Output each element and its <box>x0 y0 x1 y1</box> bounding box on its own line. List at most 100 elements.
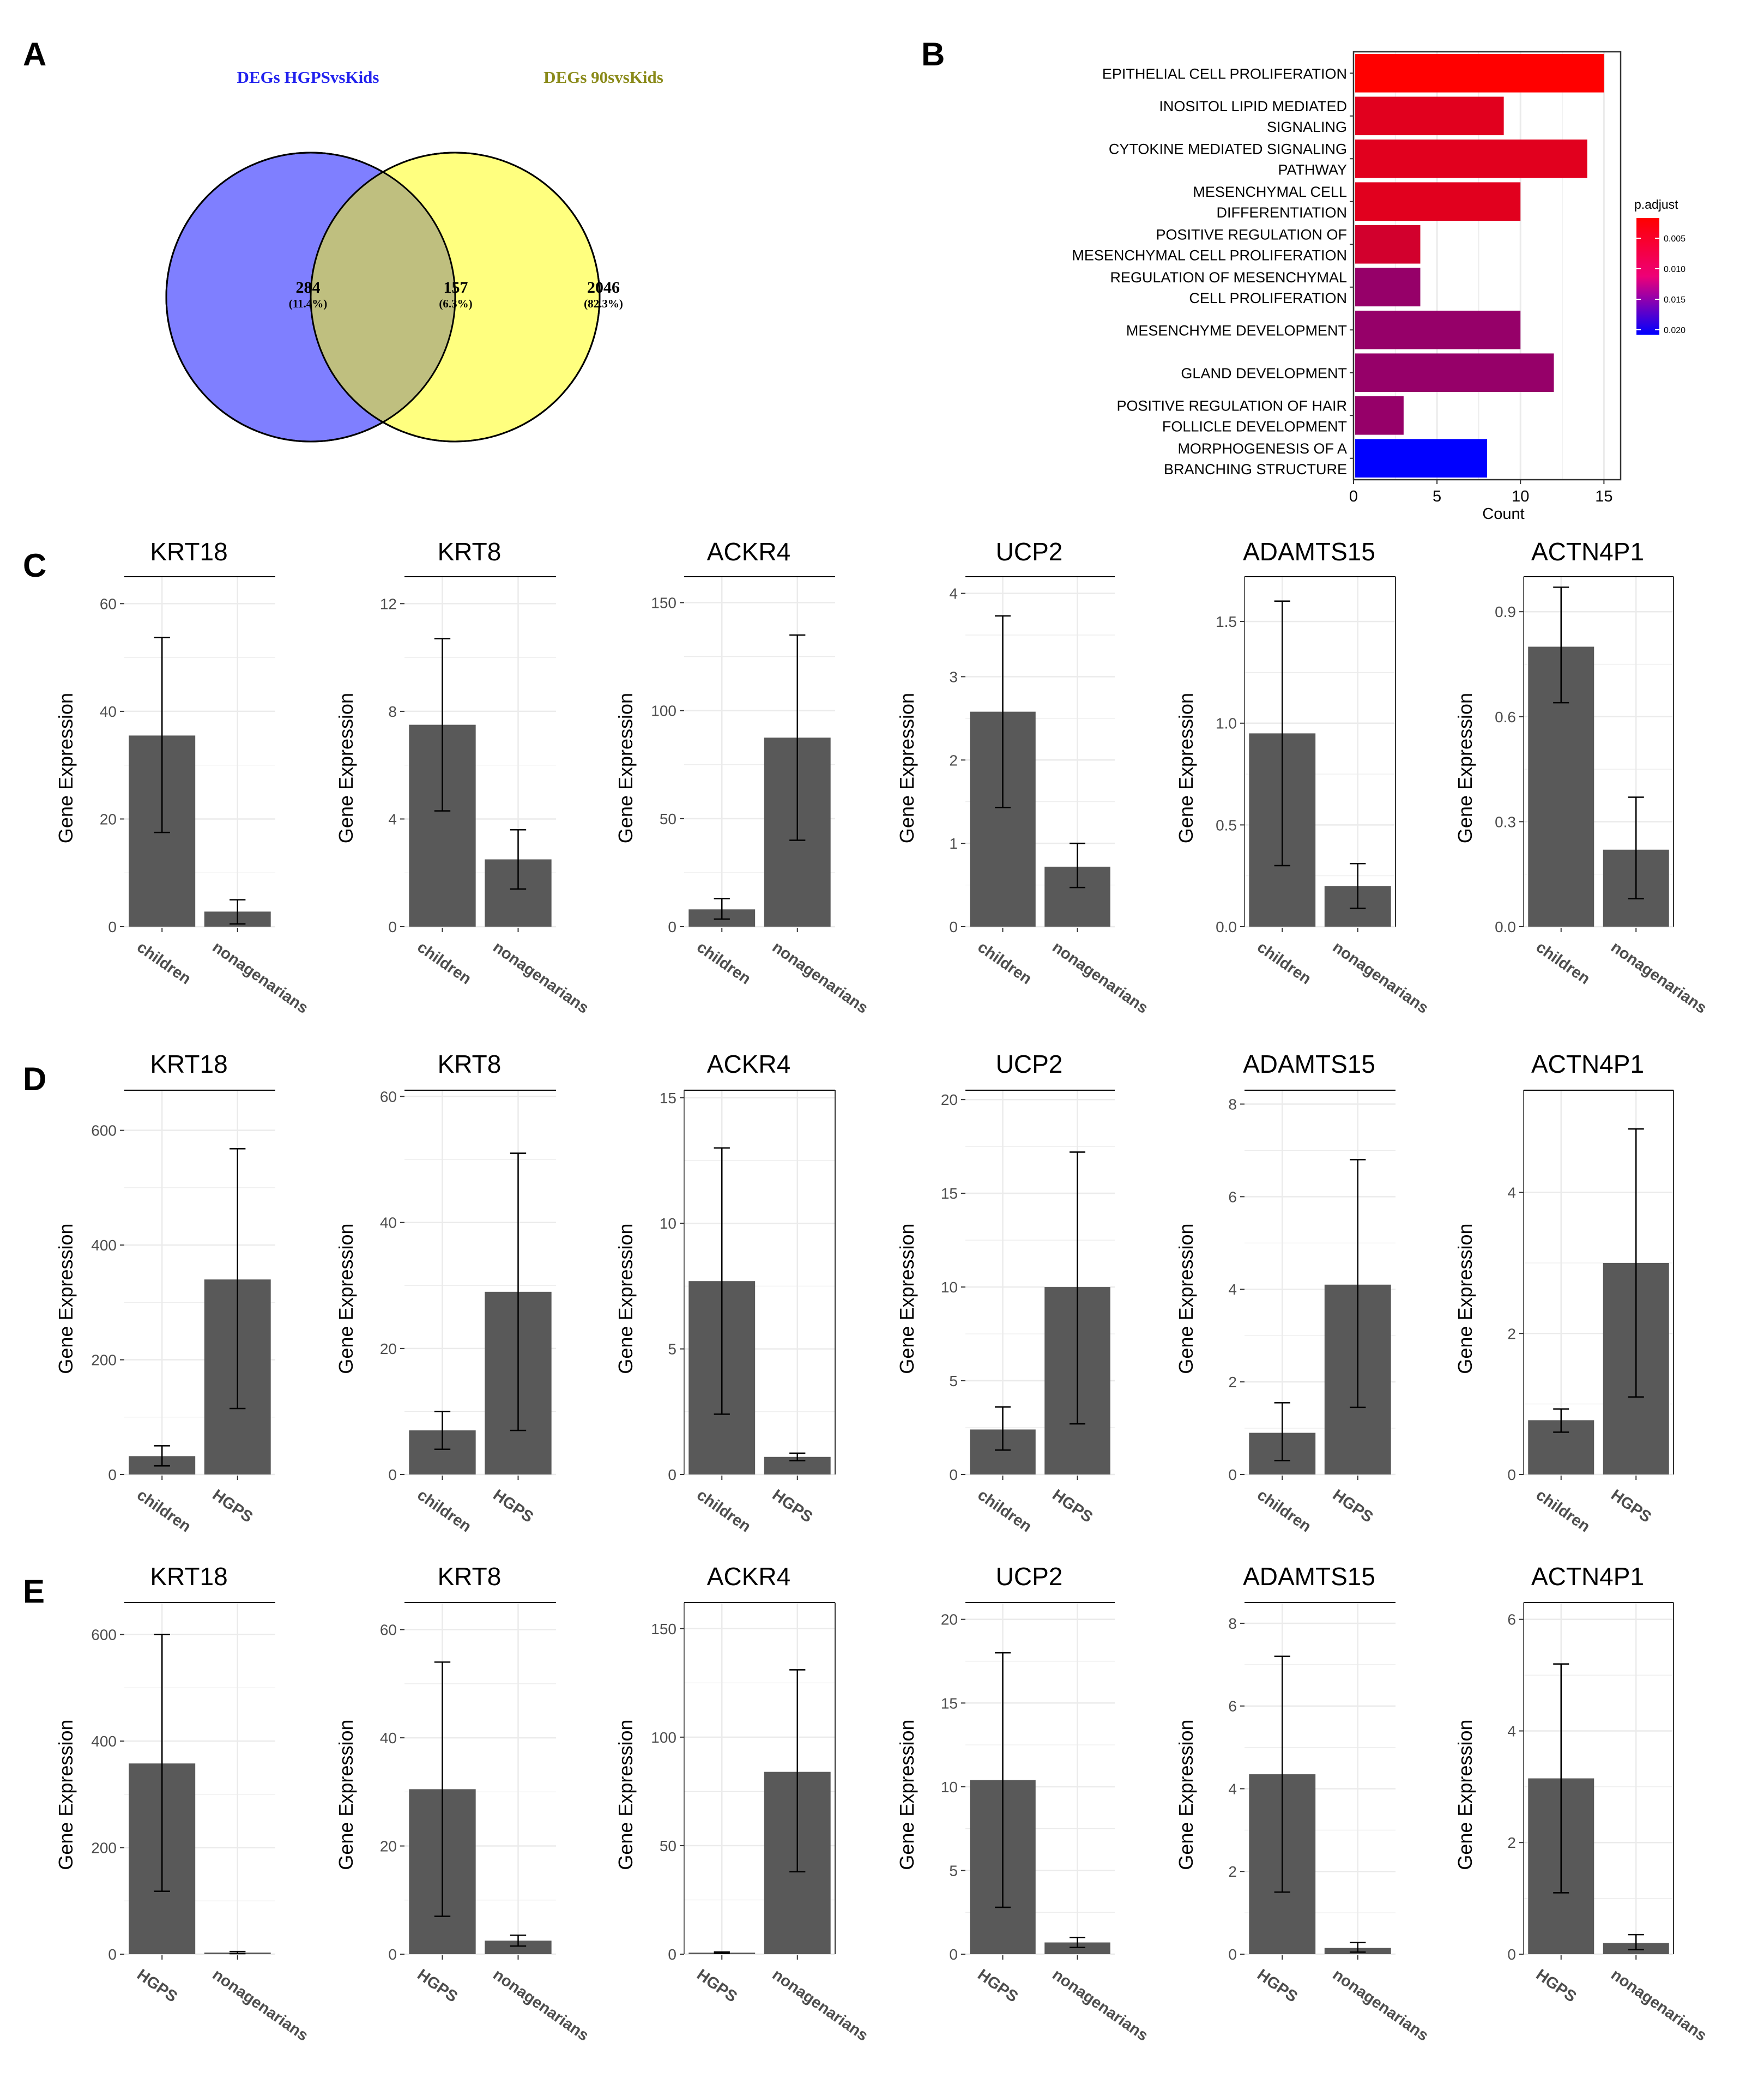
legend-tick-label: 0.005 <box>1664 234 1686 244</box>
y-tick-label: 0 <box>949 1466 958 1483</box>
y-axis-title: Gene Expression <box>1454 1223 1476 1374</box>
x-category-label: children <box>134 939 194 988</box>
x-category-label: children <box>1254 939 1314 988</box>
y-tick-label: 2 <box>949 752 958 769</box>
y-tick-label: 200 <box>91 1840 117 1857</box>
expression-chart-ackr4: ACKR4 children nonagenarians 0 50 100 150 Gene … <box>614 537 871 1017</box>
go-bar <box>1355 182 1521 221</box>
legend-title: p.adjust <box>1634 197 1678 211</box>
y-tick-label: 2 <box>1228 1863 1237 1880</box>
chart-title: ACTN4P1 <box>1531 537 1644 566</box>
x-category-label: nonagenarians <box>1049 939 1151 1018</box>
go-bar <box>1355 268 1421 307</box>
x-category-label: children <box>1533 1486 1593 1536</box>
go-category-label: INOSITOL LIPID MEDIATED <box>1159 98 1347 114</box>
x-category-label: nonagenarians <box>490 939 591 1018</box>
y-tick-label: 5 <box>949 1862 958 1879</box>
y-tick-label: 200 <box>91 1352 117 1369</box>
venn-right-count: 2046 <box>587 279 620 297</box>
expression-chart-krt18: KRT18 children HGPS 0 200 400 600 Gene Expressi… <box>55 1050 275 1536</box>
x-category-label: children <box>1254 1486 1314 1536</box>
panel-label-a: A <box>23 36 46 72</box>
y-tick-label: 0 <box>108 1946 117 1963</box>
y-tick-label: 4 <box>1228 1780 1237 1797</box>
go-category-label: CYTOKINE MEDIATED SIGNALING <box>1109 141 1347 157</box>
chart-title: UCP2 <box>996 1562 1063 1591</box>
panel-label-b: B <box>921 36 945 72</box>
y-tick-label: 0.0 <box>1216 918 1237 935</box>
y-axis-title: Gene Expression <box>335 1719 357 1870</box>
x-category-label: children <box>414 1486 474 1536</box>
y-tick-label: 50 <box>660 1838 676 1854</box>
go-category-label: PATHWAY <box>1278 161 1348 178</box>
y-tick-label: 0 <box>108 1466 117 1483</box>
y-tick-label: 60 <box>100 595 117 612</box>
y-tick-label: 40 <box>380 1730 397 1746</box>
go-category-label: MESENCHYME DEVELOPMENT <box>1126 322 1347 339</box>
chart-title: KRT18 <box>150 537 227 566</box>
x-category-label: HGPS <box>209 1486 256 1526</box>
y-tick-label: 0 <box>388 1466 397 1483</box>
go-category-label: CELL PROLIFERATION <box>1189 290 1347 306</box>
go-category-label: POSITIVE REGULATION OF HAIR <box>1116 397 1347 414</box>
y-tick-label: 2 <box>1507 1325 1516 1342</box>
go-bar <box>1355 310 1521 349</box>
x-category-label: nonagenarians <box>1330 1966 1431 2045</box>
venn-left-pct: (11.4%) <box>289 297 328 310</box>
y-tick-label: 4 <box>388 811 397 827</box>
expression-chart-ucp2: UCP2 children HGPS 0 5 10 15 20 Gene Expression <box>896 1050 1115 1536</box>
y-tick-label: 0 <box>668 1466 676 1483</box>
y-tick-label: 20 <box>380 1838 397 1855</box>
go-bar <box>1355 225 1421 264</box>
y-tick-label: 4 <box>1507 1723 1516 1739</box>
panel-label-d: D <box>23 1061 46 1097</box>
go-category-label: MORPHOGENESIS OF A <box>1177 440 1347 457</box>
go-category-label: DIFFERENTIATION <box>1217 204 1348 221</box>
expression-chart-krt8: KRT8 children HGPS 0 20 40 60 Gene Expression <box>335 1050 556 1536</box>
expression-chart-krt8: KRT8 children nonagenarians 0 4 8 12 Gene Expre… <box>335 537 592 1017</box>
go-bar <box>1355 396 1404 435</box>
x-category-label: children <box>693 939 754 988</box>
y-axis-title: Gene Expression <box>1175 693 1197 843</box>
y-tick-label: 0 <box>668 1946 676 1963</box>
y-tick-label: 6 <box>1228 1698 1237 1715</box>
expression-chart-ucp2: UCP2 HGPS nonagenarians 0 5 10 15 20 Gene Expres… <box>896 1562 1151 2045</box>
y-axis-title: Gene Expression <box>614 693 637 843</box>
x-category-label: HGPS <box>1533 1966 1580 2006</box>
go-x-axis-title: Count <box>1482 505 1524 523</box>
chart-title: KRT8 <box>438 1562 502 1591</box>
chart-title: UCP2 <box>996 1050 1063 1078</box>
y-axis-title: Gene Expression <box>335 1223 357 1374</box>
x-category-label: nonagenarians <box>1049 1966 1151 2045</box>
chart-title: ACKR4 <box>707 1050 790 1078</box>
y-tick-label: 0 <box>1228 1466 1237 1483</box>
x-category-label: HGPS <box>769 1486 816 1526</box>
x-category-label: nonagenarians <box>1330 939 1431 1018</box>
x-category-label: HGPS <box>1608 1486 1654 1526</box>
go-enrichment-chart: EPITHELIAL CELL PROLIFERATION INOSITOL LI… <box>1072 51 1686 523</box>
panel-label-c: C <box>23 547 46 584</box>
y-tick-label: 20 <box>380 1340 397 1357</box>
legend-colorbar <box>1636 218 1659 335</box>
x-category-label: nonagenarians <box>1608 939 1709 1018</box>
go-bar <box>1355 139 1587 178</box>
y-axis-title: Gene Expression <box>55 693 77 843</box>
y-axis-title: Gene Expression <box>1175 1719 1197 1870</box>
expression-chart-adamts15: ADAMTS15 children HGPS 0 2 4 6 8 Gene Expression <box>1175 1050 1396 1536</box>
y-tick-label: 12 <box>380 595 397 612</box>
x-category-label: HGPS <box>490 1486 536 1526</box>
x-category-label: HGPS <box>974 1966 1021 2006</box>
go-category-label: SIGNALING <box>1267 119 1347 135</box>
venn-left-count: 284 <box>296 279 321 297</box>
y-tick-label: 40 <box>380 1214 397 1231</box>
y-axis-title: Gene Expression <box>1175 1223 1197 1374</box>
legend-tick-label: 0.020 <box>1664 326 1686 335</box>
y-axis-title: Gene Expression <box>614 1223 637 1374</box>
y-axis-title: Gene Expression <box>55 1223 77 1374</box>
y-tick-label: 0 <box>1507 1466 1516 1483</box>
go-category-label: MESENCHYMAL CELL <box>1193 184 1347 200</box>
expression-chart-krt18: KRT18 HGPS nonagenarians 0 200 400 600 Gene Exp… <box>55 1562 311 2045</box>
y-axis-title: Gene Expression <box>896 693 918 843</box>
